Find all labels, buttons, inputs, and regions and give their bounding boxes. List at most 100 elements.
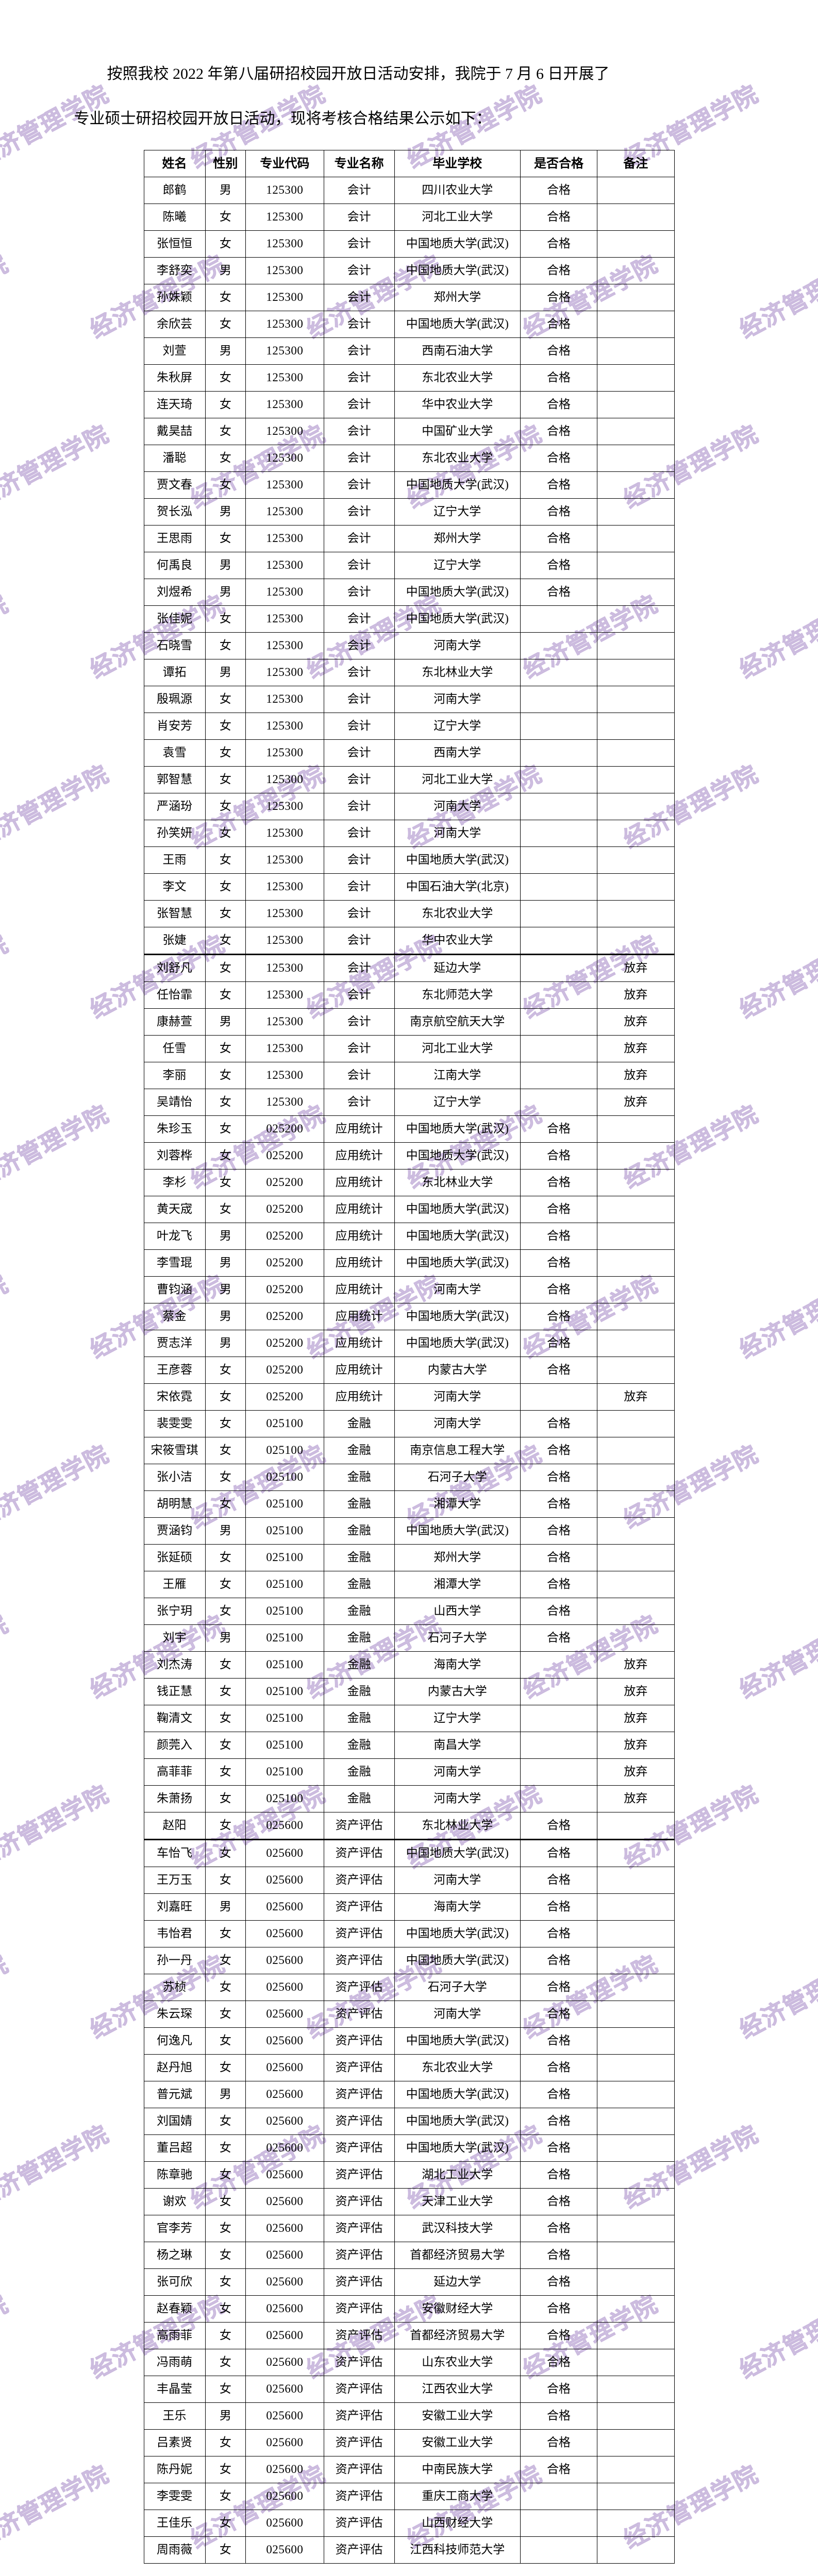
cell-note <box>597 2429 675 2456</box>
cell-note <box>597 846 675 874</box>
table-row: 朱秋屏女 125300 会计 东北农业大学 合格 <box>143 364 675 392</box>
cell-major-name: 资产评估 <box>323 2322 395 2349</box>
cell-school: 中国地质大学(武汉) <box>394 257 521 284</box>
cell-major-code: 125300 <box>245 364 324 392</box>
cell-name: 宋依霓 <box>143 1383 206 1411</box>
table-row: 张智慧女 125300 会计 东北农业大学 <box>143 900 675 927</box>
cell-name: 冯雨萌 <box>143 2349 206 2376</box>
cell-sex: 男 <box>205 1249 246 1277</box>
table-row: 贾涵钧男 025100 金融 中国地质大学(武汉) 合格 <box>143 1517 675 1545</box>
cell-pass: 合格 <box>520 579 598 606</box>
cell-name: 贺长泓 <box>143 498 206 526</box>
cell-pass <box>520 927 598 955</box>
cell-name: 贾涵钧 <box>143 1517 206 1545</box>
cell-major-code: 025100 <box>245 1705 324 1732</box>
cell-sex: 女 <box>205 1867 246 1894</box>
cell-pass: 合格 <box>520 445 598 472</box>
cell-pass <box>520 2510 598 2537</box>
cell-school: 河北工业大学 <box>394 1035 521 1062</box>
cell-name: 连天琦 <box>143 391 206 418</box>
cell-major-name: 资产评估 <box>323 2027 395 2055</box>
cell-note: 放弃 <box>597 981 675 1009</box>
cell-sex: 女 <box>205 1490 246 1518</box>
cell-major-name: 会计 <box>323 632 395 659</box>
cell-pass: 合格 <box>520 2295 598 2323</box>
table-row: 严涵玢女 125300 会计 河南大学 <box>143 793 675 820</box>
cell-name: 裴雯雯 <box>143 1410 206 1437</box>
cell-school: 中国地质大学(武汉) <box>394 1249 521 1277</box>
intro-line-2: 专业硕士研招校园开放日活动，现将考核合格结果公示如下： <box>74 110 492 127</box>
cell-note <box>597 793 675 820</box>
cell-school: 湘潭大学 <box>394 1571 521 1598</box>
cell-name: 王乐 <box>143 2402 206 2430</box>
cell-pass <box>520 2483 598 2510</box>
cell-note <box>597 2322 675 2349</box>
table-row: 孙笑妍女 125300 会计 河南大学 <box>143 820 675 847</box>
cell-note <box>597 2483 675 2510</box>
cell-name: 陈丹妮 <box>143 2456 206 2483</box>
cell-name: 曹钧涵 <box>143 1276 206 1303</box>
cell-name: 刘嘉旺 <box>143 1893 206 1921</box>
cell-school: 河南大学 <box>394 820 521 847</box>
cell-pass: 合格 <box>520 311 598 338</box>
cell-note <box>597 686 675 713</box>
cell-major-code: 025600 <box>245 2456 324 2483</box>
cell-school: 中国矿业大学 <box>394 418 521 445</box>
cell-note: 放弃 <box>597 1758 675 1786</box>
table-row: 朱珍玉女 025200 应用统计 中国地质大学(武汉) 合格 <box>143 1115 675 1143</box>
cell-school: 河南大学 <box>394 1383 521 1411</box>
cell-name: 赵春颖 <box>143 2295 206 2323</box>
table-row: 裴雯雯女 025100 金融 河南大学 合格 <box>143 1410 675 1437</box>
cell-major-name: 资产评估 <box>323 1947 395 1974</box>
cell-major-code: 125300 <box>245 337 324 365</box>
table-header-row: 姓名 性别 专业代码 专业名称 毕业学校 是否合格 备注 <box>143 150 675 177</box>
cell-sex: 女 <box>205 391 246 418</box>
cell-major-name: 会计 <box>323 471 395 499</box>
cell-name: 吕素贤 <box>143 2429 206 2456</box>
cell-pass: 合格 <box>520 1276 598 1303</box>
cell-name: 钱正慧 <box>143 1678 206 1705</box>
cell-name: 张宁玥 <box>143 1598 206 1625</box>
cell-major-code: 025600 <box>245 2402 324 2430</box>
cell-note <box>597 579 675 606</box>
cell-major-code: 025100 <box>245 1490 324 1518</box>
table-row: 韦怡君女 025600 资产评估 中国地质大学(武汉) 合格 <box>143 1920 675 1947</box>
cell-pass: 合格 <box>520 1598 598 1625</box>
cell-major-code: 025600 <box>245 2483 324 2510</box>
cell-major-name: 会计 <box>323 1089 395 1116</box>
cell-name: 张佳妮 <box>143 605 206 633</box>
cell-note <box>597 2188 675 2215</box>
cell-major-name: 资产评估 <box>323 1839 395 1867</box>
table-row: 李雪琨男 025200 应用统计 中国地质大学(武汉) 合格 <box>143 1249 675 1277</box>
cell-pass: 合格 <box>520 1867 598 1894</box>
cell-major-name: 资产评估 <box>323 2536 395 2564</box>
cell-school: 中国地质大学(武汉) <box>394 2081 521 2108</box>
cell-major-code: 025100 <box>245 1598 324 1625</box>
cell-pass <box>520 1383 598 1411</box>
table-row: 李文女 125300 会计 中国石油大学(北京) <box>143 873 675 901</box>
cell-note: 放弃 <box>597 1732 675 1759</box>
cell-pass <box>520 1008 598 1036</box>
cell-major-code: 125300 <box>245 605 324 633</box>
cell-school: 山东农业大学 <box>394 2349 521 2376</box>
cell-school: 四川农业大学 <box>394 177 521 204</box>
cell-note <box>597 391 675 418</box>
cell-name: 王思雨 <box>143 525 206 552</box>
table-row: 宋依霓女 025200 应用统计 河南大学 放弃 <box>143 1383 675 1411</box>
cell-major-code: 025200 <box>245 1142 324 1170</box>
cell-major-code: 125300 <box>245 177 324 204</box>
cell-school: 延边大学 <box>394 954 521 982</box>
table-row: 刘蓉桦女 025200 应用统计 中国地质大学(武汉) 合格 <box>143 1142 675 1170</box>
cell-name: 任雪 <box>143 1035 206 1062</box>
cell-sex: 女 <box>205 793 246 820</box>
cell-name: 刘宇 <box>143 1624 206 1652</box>
cell-sex: 女 <box>205 230 246 258</box>
cell-name: 孙一丹 <box>143 1947 206 1974</box>
cell-major-name: 会计 <box>323 498 395 526</box>
cell-major-name: 会计 <box>323 204 395 231</box>
cell-name: 周雨薇 <box>143 2536 206 2564</box>
cell-sex: 男 <box>205 498 246 526</box>
cell-school: 东北农业大学 <box>394 445 521 472</box>
column-header-name: 姓名 <box>143 150 206 177</box>
cell-name: 刘舒凡 <box>143 954 206 982</box>
